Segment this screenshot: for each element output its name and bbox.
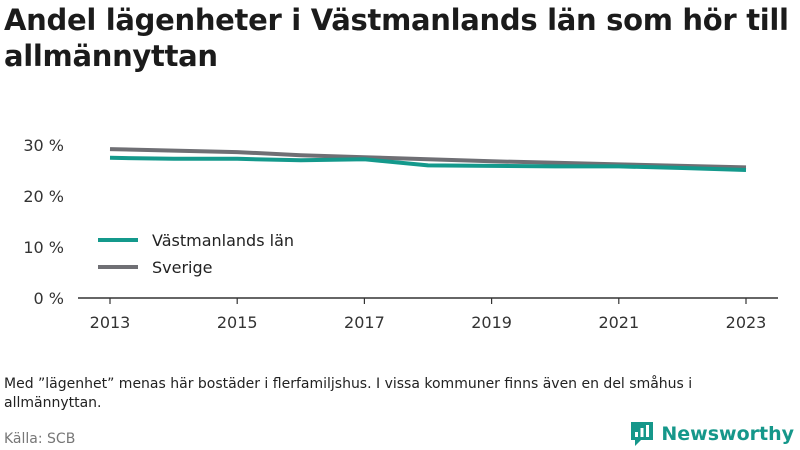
series-lines — [109, 147, 747, 172]
y-tick-label: 20 % — [23, 187, 64, 206]
x-tick-label: 2015 — [217, 313, 258, 332]
chart-title: Andel lägenheter i Västmanlands län som … — [4, 3, 789, 73]
x-tick-label: 2021 — [598, 313, 639, 332]
newsworthy-logo[interactable]: Newsworthy — [629, 420, 794, 448]
x-axis: 2013 2015 2017 2019 2021 2023 — [78, 297, 778, 332]
x-tick-label: 2023 — [726, 313, 767, 332]
legend-label-sverige: Sverige — [152, 258, 213, 277]
y-tick-label: 0 % — [34, 289, 64, 308]
source-label: Källa: SCB — [4, 431, 76, 447]
x-tick-label: 2013 — [90, 313, 131, 332]
legend: Västmanlands län Sverige — [98, 231, 294, 277]
legend-label-vastmanland: Västmanlands län — [152, 231, 294, 250]
y-tick-label: 30 % — [23, 136, 64, 155]
newsworthy-logo-icon — [631, 422, 654, 446]
y-tick-label: 10 % — [23, 238, 64, 257]
x-tick-label: 2019 — [471, 313, 512, 332]
series-line-sverige — [109, 147, 747, 170]
y-axis: 0 % 10 % 20 % 30 % — [23, 136, 64, 308]
line-chart: 0 % 10 % 20 % 30 % 2013 2015 2017 2019 2021 2023… — [23, 136, 778, 332]
series-line-vastmanland — [109, 155, 747, 172]
x-tick-label: 2017 — [344, 313, 385, 332]
chart-note: Med ”lägenhet” menas här bostäder i fler… — [4, 376, 693, 411]
brand-name: Newsworthy — [661, 423, 794, 445]
